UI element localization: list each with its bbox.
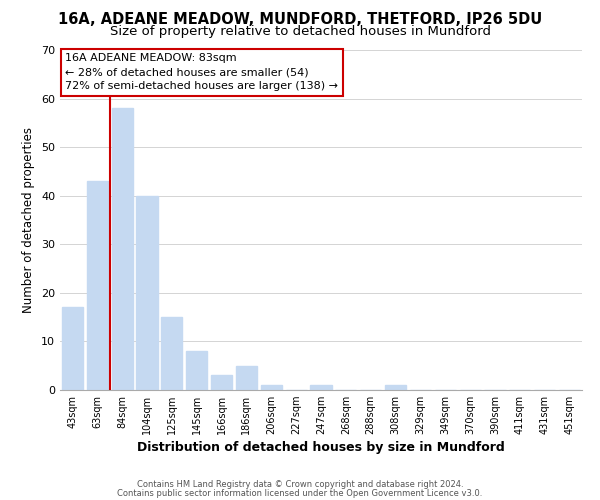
Bar [112,108,133,390]
Bar [261,385,282,390]
Text: 16A, ADEANE MEADOW, MUNDFORD, THETFORD, IP26 5DU: 16A, ADEANE MEADOW, MUNDFORD, THETFORD, … [58,12,542,28]
Bar [161,317,182,390]
Bar [310,385,332,390]
Bar [236,366,257,390]
Bar [186,351,207,390]
Bar [87,181,108,390]
Y-axis label: Number of detached properties: Number of detached properties [22,127,35,313]
Text: Size of property relative to detached houses in Mundford: Size of property relative to detached ho… [110,25,491,38]
Bar [385,385,406,390]
Text: Contains HM Land Registry data © Crown copyright and database right 2024.: Contains HM Land Registry data © Crown c… [137,480,463,489]
Bar [136,196,158,390]
Text: Contains public sector information licensed under the Open Government Licence v3: Contains public sector information licen… [118,488,482,498]
Bar [211,376,232,390]
X-axis label: Distribution of detached houses by size in Mundford: Distribution of detached houses by size … [137,442,505,454]
Text: 16A ADEANE MEADOW: 83sqm
← 28% of detached houses are smaller (54)
72% of semi-d: 16A ADEANE MEADOW: 83sqm ← 28% of detach… [65,54,338,92]
Bar [62,308,83,390]
